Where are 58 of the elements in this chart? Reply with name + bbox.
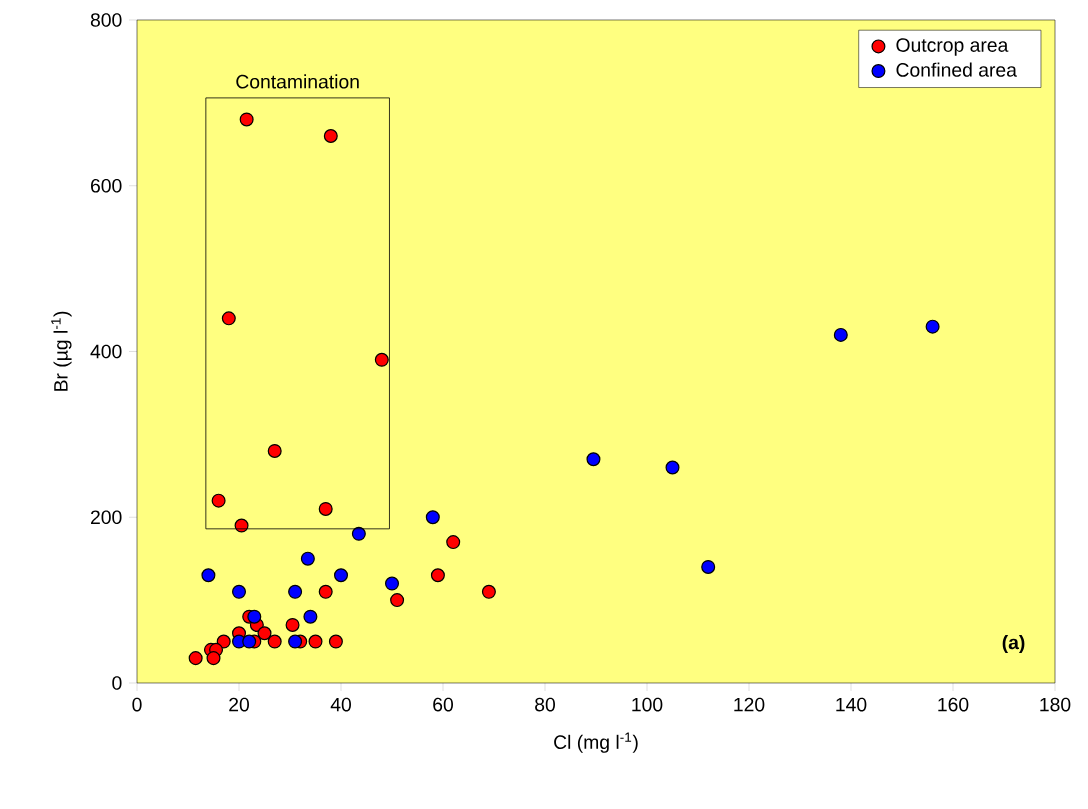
point	[267, 443, 282, 458]
x-axis-title: Cl (mg l$^{-1}$)	[554, 732, 638, 753]
point	[206, 651, 221, 666]
x-tick-label: 100	[632, 697, 663, 712]
point	[665, 460, 680, 475]
point	[188, 651, 203, 666]
y-tick-label: 200	[91, 510, 122, 525]
point	[300, 551, 315, 566]
point	[288, 634, 303, 649]
x-tick-label: 140	[836, 697, 867, 712]
point	[221, 311, 236, 326]
point	[308, 634, 323, 649]
point	[328, 634, 343, 649]
point	[586, 452, 601, 467]
point	[925, 319, 940, 334]
point	[267, 634, 282, 649]
point	[334, 568, 349, 583]
point	[318, 501, 333, 516]
point	[430, 568, 445, 583]
point	[285, 617, 300, 632]
point	[374, 352, 389, 367]
x-tick-label: 20	[229, 697, 249, 712]
annotation: Contamination	[236, 74, 359, 89]
point	[481, 584, 496, 599]
point	[385, 576, 400, 591]
point	[318, 584, 333, 599]
point	[351, 526, 366, 541]
point	[232, 584, 247, 599]
point	[242, 634, 257, 649]
y-axis-title: Br (µg l$^{-1}$)	[51, 311, 72, 391]
legend-label: Confined area	[896, 62, 1017, 77]
point	[288, 584, 303, 599]
point	[303, 609, 318, 624]
point	[239, 112, 254, 127]
point	[833, 327, 848, 342]
y-tick-label: 800	[90, 13, 122, 27]
point	[257, 626, 272, 641]
x-tick-label: 180	[1040, 697, 1071, 712]
y-tick-label: 600	[91, 178, 122, 193]
x-tick-label: 60	[433, 697, 453, 712]
x-tick-label: 80	[535, 697, 555, 712]
point	[323, 129, 338, 144]
x-tick-label: 40	[330, 697, 351, 712]
x-tick-label: 160	[938, 697, 969, 712]
x-tick-label: 0	[132, 697, 142, 712]
x-tick-label: 120	[734, 697, 765, 712]
point	[425, 510, 440, 525]
point	[446, 535, 461, 550]
y-tick-label: 400	[90, 344, 122, 359]
point	[211, 493, 226, 508]
point	[390, 593, 405, 608]
y-tick-label: 0	[112, 676, 122, 690]
point	[234, 518, 249, 533]
point	[247, 609, 262, 624]
legend-label: Outcrop area	[896, 38, 1009, 56]
point	[701, 559, 716, 574]
point	[201, 568, 216, 583]
annotation: (a)	[1002, 635, 1025, 654]
